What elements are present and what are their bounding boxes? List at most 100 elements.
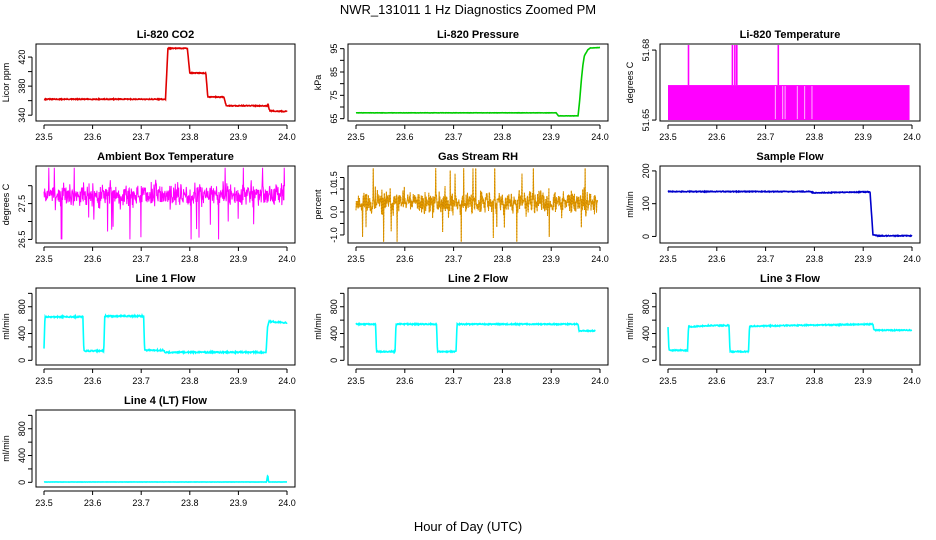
y-axis: 0 400 800 — [329, 292, 345, 363]
x-axis: 23.5 23.6 23.7 23.8 23.9 24.0 — [35, 490, 296, 508]
y-tick-label: 85 — [329, 67, 339, 77]
x-tick-label: 23.7 — [757, 132, 775, 142]
y-tick-label: 27.5 — [17, 195, 27, 213]
x-tick-label: 23.6 — [708, 132, 726, 142]
y-axis-label: percent — [313, 189, 323, 220]
x-tick-label: 23.5 — [659, 254, 677, 264]
y-axis: 0 400 800 — [641, 292, 657, 363]
x-axis: 23.5 23.6 23.7 23.8 23.9 24.0 — [347, 246, 609, 264]
plot-frame — [347, 287, 609, 366]
y-tick-label: 1.5 — [329, 171, 339, 184]
x-tick-label: 23.9 — [230, 498, 248, 508]
y-tick-label: 0 — [17, 358, 27, 363]
x-tick-label: 23.8 — [806, 132, 824, 142]
series-line-1 — [355, 321, 596, 355]
series-noise-dots — [355, 168, 599, 242]
plot-area — [355, 168, 599, 242]
y-axis-label: ml/min — [1, 435, 11, 462]
x-tick-label: 23.9 — [854, 254, 872, 264]
x-tick-label: 24.0 — [278, 254, 296, 264]
plot-area — [43, 474, 287, 484]
x-tick-label: 23.9 — [854, 132, 872, 142]
x-tick-label: 23.7 — [445, 376, 463, 386]
y-axis: -1.0 0.0 1.01.5 — [329, 171, 345, 243]
y-tick-label: 800 — [641, 299, 651, 314]
plot-area — [43, 312, 288, 356]
x-tick-label: 23.5 — [347, 376, 365, 386]
y-axis-label: ml/min — [1, 313, 11, 340]
plot-area — [43, 167, 286, 240]
x-tick-label: 23.5 — [35, 376, 53, 386]
x-tick-label: 23.8 — [181, 498, 199, 508]
x-axis: 23.5 23.6 23.7 23.8 23.9 24.0 — [659, 246, 921, 264]
y-tick-label: 0.0 — [329, 206, 339, 219]
plot-area — [668, 45, 910, 120]
y-tick-label: 200 — [641, 163, 651, 178]
x-axis: 23.5 23.6 23.7 23.8 23.9 24.0 — [35, 368, 296, 386]
x-tick-label: 23.8 — [806, 376, 824, 386]
x-tick-label: 23.6 — [396, 132, 414, 142]
y-tick-label: 400 — [329, 326, 339, 341]
panel-line3: Line 3 Flow ml/min 23.5 23.6 23.7 23.8 23.9 24.… — [625, 273, 921, 386]
x-tick-label: 24.0 — [278, 376, 296, 386]
panel-title: Ambient Box Temperature — [97, 151, 234, 163]
y-axis: 65 75 85 95 — [329, 44, 345, 124]
x-tick-label: 23.5 — [659, 132, 677, 142]
x-tick-label: 23.7 — [132, 498, 150, 508]
x-tick-label: 23.7 — [445, 254, 463, 264]
series-line-1 — [43, 46, 288, 113]
y-tick-label: 0 — [641, 234, 651, 239]
panel-title: Line 2 Flow — [448, 273, 508, 285]
y-axis: 340 380 420 — [17, 50, 33, 123]
y-axis-label: ml/min — [625, 191, 635, 218]
plot-frame — [347, 165, 609, 244]
x-tick-label: 24.0 — [591, 254, 609, 264]
x-axis: 23.5 23.6 23.7 23.8 23.9 24.0 — [659, 124, 921, 142]
x-tick-label: 23.5 — [35, 132, 53, 142]
plot-frame — [659, 43, 921, 122]
plot-area — [355, 46, 601, 117]
panel-title: Line 1 Flow — [136, 273, 196, 285]
y-axis: 0 400 800 — [17, 414, 33, 485]
x-tick-label: 23.8 — [494, 376, 512, 386]
y-tick-label: 400 — [17, 326, 27, 341]
y-axis-label: ml/min — [625, 313, 635, 340]
x-tick-label: 23.6 — [708, 254, 726, 264]
x-tick-label: 23.6 — [396, 376, 414, 386]
y-axis-label: ml/min — [313, 313, 323, 340]
x-tick-label: 23.5 — [35, 254, 53, 264]
x-tick-label: 24.0 — [278, 498, 296, 508]
x-tick-label: 23.9 — [542, 376, 560, 386]
y-tick-label: 95 — [329, 44, 339, 54]
panel-sample_flow: Sample Flow ml/min 23.5 23.6 23.7 23.8 23.9 24.… — [625, 151, 921, 264]
plot-area — [43, 46, 288, 113]
x-tick-label: 24.0 — [903, 254, 921, 264]
plot-area — [667, 189, 913, 238]
panel-title: Line 3 Flow — [760, 273, 820, 285]
panel-rh: Gas Stream RH percent 23.5 23.6 23.7 23.8 23.9… — [313, 151, 609, 264]
y-axis: 26.5 27.5 — [17, 185, 33, 249]
x-tick-label: 23.6 — [84, 498, 102, 508]
x-axis: 23.5 23.6 23.7 23.8 23.9 24.0 — [347, 124, 609, 142]
series-noise — [43, 167, 286, 240]
x-tick-label: 23.9 — [230, 254, 248, 264]
plot-area — [667, 322, 913, 354]
x-tick-label: 23.6 — [84, 254, 102, 264]
y-tick-label: 26.5 — [17, 231, 27, 249]
panel-title: Gas Stream RH — [438, 151, 518, 163]
x-tick-label: 23.9 — [542, 254, 560, 264]
plot-frame — [35, 409, 296, 488]
y-tick-label: 400 — [17, 448, 27, 463]
x-tick-label: 24.0 — [278, 132, 296, 142]
x-tick-label: 23.8 — [494, 254, 512, 264]
x-tick-label: 23.6 — [84, 376, 102, 386]
series-line-1 — [43, 312, 288, 356]
x-tick-label: 23.8 — [181, 376, 199, 386]
x-axis: 23.5 23.6 23.7 23.8 23.9 24.0 — [659, 368, 921, 386]
x-tick-label: 23.5 — [347, 132, 365, 142]
x-tick-label: 23.5 — [659, 376, 677, 386]
